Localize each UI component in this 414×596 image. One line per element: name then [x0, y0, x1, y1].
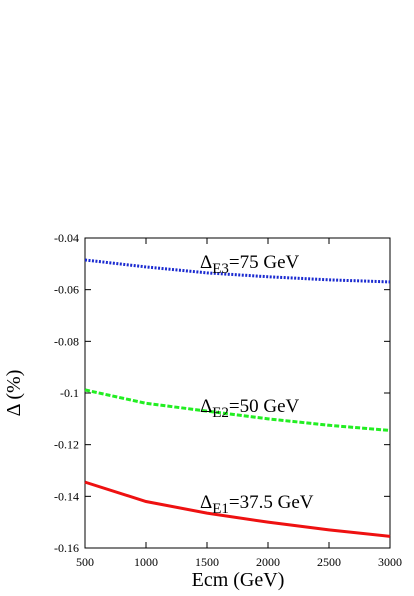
annotation-symbol: Δ [200, 492, 212, 513]
annotation: ΔE3=75 GeV [200, 252, 300, 277]
annotation: ΔE1=37.5 GeV [200, 492, 314, 517]
annotation-symbol: Δ [200, 252, 212, 273]
annotation-subscript: E3 [212, 261, 229, 277]
x-tick-label: 2000 [256, 555, 280, 569]
x-tick-label: 3000 [378, 555, 402, 569]
annotation-text: =75 GeV [229, 252, 300, 273]
y-tick-label: -0.04 [54, 231, 79, 245]
x-axis-label: Ecm (GeV) [192, 569, 285, 591]
annotation-symbol: Δ [200, 396, 212, 417]
series-line [84, 388, 391, 432]
annotation: ΔE2=50 GeV [200, 396, 300, 421]
x-tick-label: 500 [76, 555, 94, 569]
y-tick-label: -0.1 [60, 386, 79, 400]
y-tick-label: -0.12 [54, 438, 79, 452]
x-tick-label: 2500 [317, 555, 341, 569]
x-tick-label: 1500 [195, 555, 219, 569]
y-tick-label: -0.16 [54, 541, 79, 555]
series-line [84, 480, 391, 538]
annotation-subscript: E2 [212, 405, 229, 421]
annotation-text: =50 GeV [229, 396, 300, 417]
annotation-text: =37.5 GeV [229, 492, 314, 513]
y-tick-label: -0.06 [54, 283, 79, 297]
x-tick-label: 1000 [134, 555, 158, 569]
annotation-subscript: E1 [212, 501, 229, 517]
y-tick-label: -0.08 [54, 334, 79, 348]
y-tick-label: -0.14 [54, 489, 79, 503]
y-axis-label: Δ (%) [3, 370, 25, 417]
